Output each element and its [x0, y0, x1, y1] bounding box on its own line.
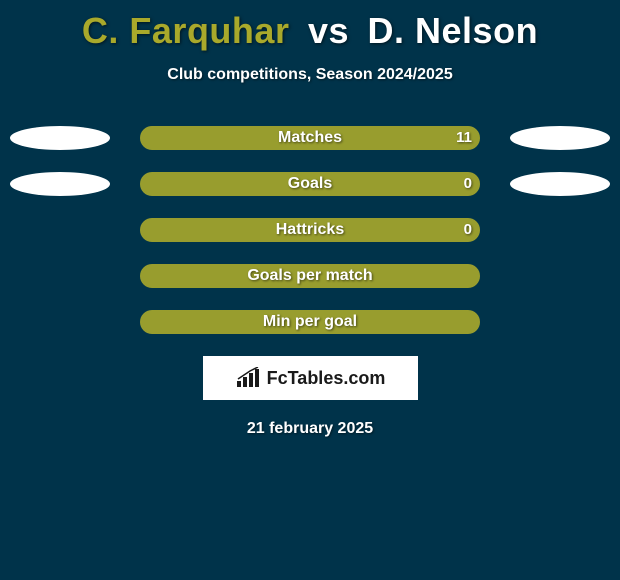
bar-right — [140, 126, 480, 150]
brand-text: FcTables.com — [267, 368, 386, 389]
bar-wrap: Min per goal — [140, 310, 480, 334]
title-left: C. Farquhar — [82, 10, 290, 51]
bar-right — [140, 310, 480, 334]
stat-row: Goals per match — [0, 264, 620, 288]
page-title: C. Farquhar vs D. Nelson — [0, 0, 620, 52]
stat-value-right: 0 — [464, 218, 472, 242]
date-label: 21 february 2025 — [0, 420, 620, 438]
brand-badge: FcTables.com — [203, 356, 418, 400]
stat-row: Hattricks0 — [0, 218, 620, 242]
comparison-chart: Matches11 Goals0 Hattricks0 Goals per match… — [0, 126, 620, 334]
stat-value-right: 11 — [456, 126, 472, 150]
bar-wrap: Hattricks0 — [140, 218, 480, 242]
player-right-marker — [510, 172, 610, 196]
bar-right — [140, 218, 480, 242]
bar-wrap: Matches11 — [140, 126, 480, 150]
player-left-marker — [10, 172, 110, 196]
bar-wrap: Goals0 — [140, 172, 480, 196]
bar-wrap: Goals per match — [140, 264, 480, 288]
stat-row: Matches11 — [0, 126, 620, 150]
stat-row: Goals0 — [0, 172, 620, 196]
stat-value-right: 0 — [464, 172, 472, 196]
bar-right — [140, 172, 480, 196]
player-right-marker — [510, 126, 610, 150]
bar-right — [140, 264, 480, 288]
title-right: D. Nelson — [368, 10, 539, 51]
subtitle: Club competitions, Season 2024/2025 — [0, 66, 620, 84]
stat-row: Min per goal — [0, 310, 620, 334]
player-left-marker — [10, 126, 110, 150]
title-vs: vs — [308, 10, 349, 51]
bar-chart-icon — [235, 367, 261, 389]
